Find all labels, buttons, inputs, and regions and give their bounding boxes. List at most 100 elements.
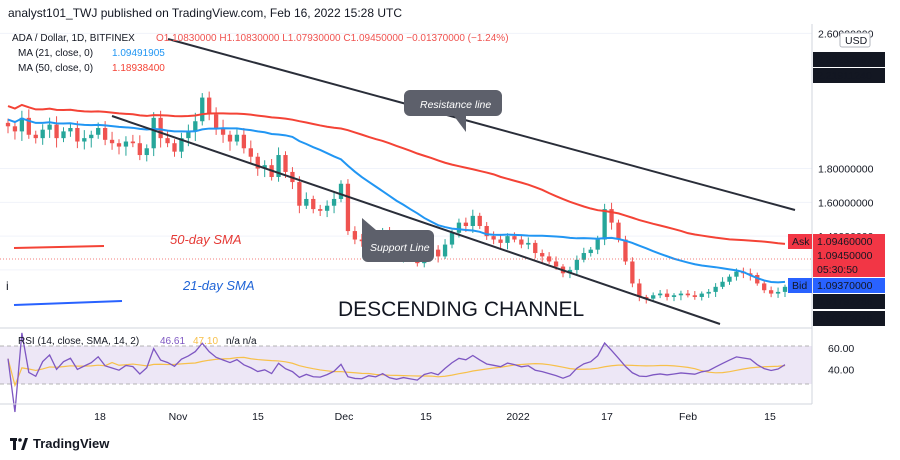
candle-body xyxy=(442,244,448,257)
candle-body xyxy=(96,128,101,135)
candle-body xyxy=(241,134,247,149)
currency-badge[interactable]: USD xyxy=(839,32,871,48)
candle-body xyxy=(331,198,337,206)
legend-ma21: MA (21, close, 0) xyxy=(18,48,93,59)
sma21-sample-line xyxy=(13,300,123,306)
price-tag-label-box xyxy=(788,278,812,293)
candle-body xyxy=(637,283,642,297)
time-axis-label: Nov xyxy=(169,411,188,423)
price-axis-label: 1.80000000 xyxy=(818,164,874,176)
rsi-axis: 60.00 40.00 xyxy=(828,343,854,376)
price-tag-box xyxy=(813,311,885,326)
legend-ma21-value: 1.09491905 xyxy=(112,48,165,59)
candle-body xyxy=(768,290,774,294)
candle-body xyxy=(463,222,469,226)
candle-body xyxy=(588,249,593,254)
footer-brand[interactable]: TradingView xyxy=(10,436,109,451)
tradingview-logo-icon xyxy=(10,437,28,450)
rsi-axis-label: 60.00 xyxy=(828,343,854,355)
candle-body xyxy=(553,261,559,267)
candle-body xyxy=(338,183,344,199)
candle-body xyxy=(609,209,614,223)
candle-body xyxy=(123,141,129,147)
legend-ohlc: O1.10830000 H1.10830000 L1.07930000 C1.0… xyxy=(156,33,509,44)
candle-body xyxy=(762,283,767,291)
legend-rsi-value: 46.61 xyxy=(160,336,185,347)
candle-body xyxy=(630,261,635,284)
candle-body xyxy=(213,114,219,128)
price-tag-box xyxy=(813,294,885,309)
candle-body xyxy=(540,253,545,257)
candle-body xyxy=(498,239,503,243)
legend-ma50-value: 1.18938400 xyxy=(112,63,165,74)
candle-body xyxy=(727,276,732,282)
price-tag-label: Bid xyxy=(792,280,807,292)
price-tag-box xyxy=(813,52,885,67)
candle-body xyxy=(207,97,212,115)
candle-body xyxy=(33,134,38,139)
candle-body xyxy=(262,165,267,169)
candles xyxy=(5,91,788,304)
price-tags: 2.29233597 2.21911240 Ask 1.09460000 1.09450… xyxy=(788,52,885,326)
candle-body xyxy=(324,205,330,211)
candle-body xyxy=(706,291,711,294)
price-tag-value: 1.09460000 xyxy=(817,236,873,248)
resistance-channel-line xyxy=(167,38,796,211)
price-tag-value: 05:30:50 xyxy=(817,264,858,276)
candle-body xyxy=(512,236,517,240)
legend-rsi: RSI (14, close, SMA, 14, 2) xyxy=(18,336,139,347)
candle-body xyxy=(692,295,697,297)
candle-body xyxy=(61,131,66,139)
price-tag-box xyxy=(813,278,885,293)
candle-body xyxy=(248,148,253,157)
time-axis-label: 18 xyxy=(94,411,106,423)
candle-body xyxy=(664,293,670,297)
support-channel-line xyxy=(111,115,721,325)
candle-body xyxy=(595,239,600,250)
candle-body xyxy=(200,97,205,122)
candle-body xyxy=(255,156,260,169)
candle-body xyxy=(491,236,496,240)
channel-title: DESCENDING CHANNEL xyxy=(338,298,584,321)
candle-body xyxy=(137,143,142,156)
candle-body xyxy=(623,239,628,262)
candle-body xyxy=(47,124,52,130)
candle-body xyxy=(116,143,122,147)
candle-body xyxy=(352,231,358,240)
time-axis-label: Feb xyxy=(679,411,697,423)
candle-body xyxy=(297,182,302,206)
candle-body xyxy=(456,222,462,233)
main-pane-bg xyxy=(0,24,812,327)
time-axis-label: 17 xyxy=(601,411,613,423)
candle-body xyxy=(713,286,718,292)
price-tag-value: 0.91792286 xyxy=(817,296,873,308)
candle-body xyxy=(651,295,656,299)
price-tag-value: 2.21911240 xyxy=(817,70,872,82)
legend-ma50: MA (50, close, 0) xyxy=(18,63,93,74)
resistance-callout-text: Resistance line xyxy=(420,99,491,111)
candle-body xyxy=(26,117,31,135)
candle-body xyxy=(574,259,580,270)
publisher-header: analyst101_TWJ published on TradingView.… xyxy=(8,6,402,20)
price-tag-value: 0.90342048 xyxy=(817,313,873,325)
price-tag-box xyxy=(813,262,885,277)
price-chart[interactable]: ADA / Dollar, 1D, BITFINEX O1.10830000 H… xyxy=(0,24,900,434)
candle-body xyxy=(782,286,788,292)
candle-body xyxy=(526,242,531,245)
ma50-line xyxy=(7,103,786,245)
candle-body xyxy=(12,126,18,132)
sma50-annotation: 50-day SMA xyxy=(170,232,242,247)
time-axis-label: 15 xyxy=(764,411,776,423)
candle-body xyxy=(734,271,739,277)
candle-body xyxy=(151,117,156,149)
candle-body xyxy=(186,131,191,139)
main-pane: ADA / Dollar, 1D, BITFINEX O1.10830000 H… xyxy=(0,24,812,327)
candle-body xyxy=(345,183,351,232)
candle-body xyxy=(165,138,170,144)
price-axis-label: 1.60000000 xyxy=(818,197,874,209)
legend-rsi-na: n/a n/a xyxy=(226,336,257,347)
candle-body xyxy=(193,121,198,132)
candle-body xyxy=(470,215,475,226)
candle-body xyxy=(227,134,233,142)
candle-body xyxy=(602,209,607,240)
